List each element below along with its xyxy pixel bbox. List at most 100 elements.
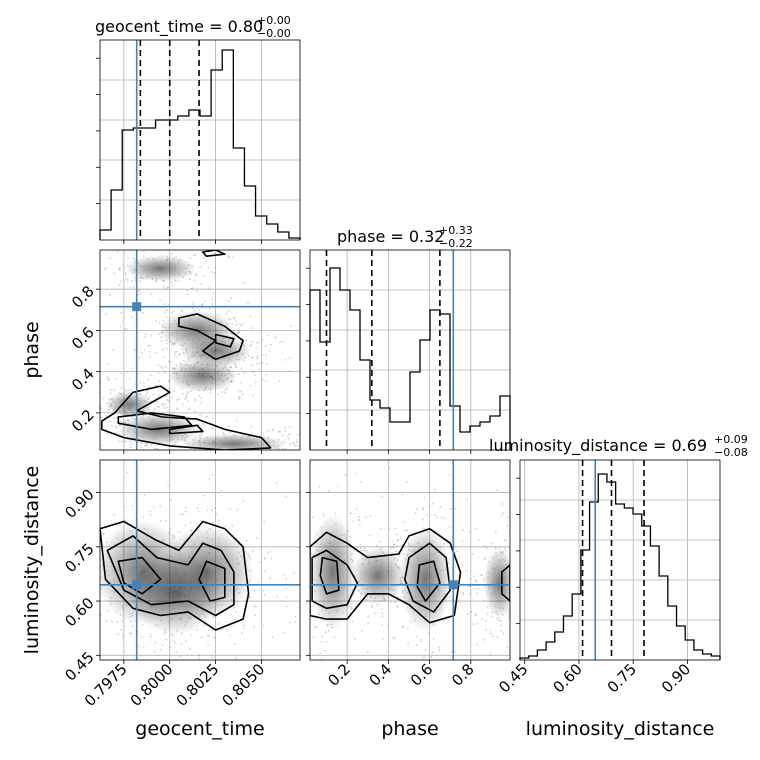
sample-point — [188, 338, 191, 341]
sample-point — [152, 274, 155, 277]
sample-point — [413, 550, 416, 553]
sample-point — [160, 592, 162, 595]
sample-point — [179, 667, 181, 669]
sample-point — [250, 425, 253, 428]
sample-point — [432, 553, 435, 555]
sample-point — [185, 620, 188, 623]
sample-point — [207, 455, 209, 457]
sample-point — [159, 434, 162, 437]
sample-point — [151, 264, 154, 267]
sample-point — [128, 392, 131, 395]
sample-point — [199, 445, 202, 448]
sample-point — [230, 381, 233, 383]
sample-point — [369, 577, 371, 579]
sample-point — [339, 563, 341, 566]
sample-point — [143, 400, 146, 402]
xtick-label-luminosity_distance: 0.75 — [604, 660, 640, 696]
sample-point — [169, 326, 172, 329]
sample-point — [140, 276, 143, 278]
sample-point — [327, 542, 330, 544]
sample-point — [176, 614, 178, 617]
sample-point — [174, 593, 176, 596]
contour-0-1-5 — [202, 250, 226, 257]
sample-point — [426, 575, 428, 578]
sample-point — [462, 593, 465, 596]
sample-point — [475, 580, 478, 583]
sample-point — [125, 274, 127, 277]
sample-point — [203, 374, 206, 376]
sample-point — [100, 587, 103, 590]
sample-point — [164, 246, 166, 248]
sample-point — [353, 549, 355, 552]
sample-point — [145, 394, 148, 397]
sample-point — [294, 621, 297, 623]
sample-point — [149, 266, 152, 269]
sample-point — [322, 602, 325, 605]
sample-point — [358, 519, 361, 522]
sample-point — [407, 642, 409, 645]
hist-panel-luminosity_distance — [516, 459, 721, 661]
sample-point — [237, 330, 240, 333]
sample-point — [144, 333, 147, 336]
sample-point — [141, 636, 143, 638]
sample-point — [106, 378, 109, 381]
sample-point — [378, 574, 381, 577]
sample-point — [330, 446, 332, 448]
sample-point — [228, 338, 231, 341]
sample-point — [166, 258, 169, 260]
sample-point — [96, 394, 98, 396]
sample-point — [360, 480, 363, 483]
sample-point — [78, 537, 80, 539]
density-blob — [128, 553, 223, 635]
sample-point — [341, 587, 344, 590]
sample-point — [196, 507, 199, 510]
sample-point — [369, 514, 371, 517]
sample-point — [283, 631, 286, 634]
sample-point — [462, 529, 464, 532]
sample-point — [211, 521, 214, 524]
sample-point — [239, 440, 242, 442]
sample-point — [415, 557, 417, 559]
sample-point — [193, 320, 196, 322]
sample-point — [239, 445, 242, 447]
sample-point — [237, 389, 240, 392]
sample-point — [432, 623, 435, 625]
sample-point — [199, 567, 202, 570]
sample-point — [150, 292, 153, 295]
sample-point — [428, 569, 431, 571]
sample-point — [128, 422, 130, 425]
sample-point — [187, 359, 190, 361]
sample-point — [143, 410, 146, 413]
sample-point — [439, 506, 442, 509]
sample-point — [510, 592, 512, 594]
sample-point — [469, 585, 471, 588]
sample-point — [124, 279, 127, 281]
sample-point — [107, 409, 110, 411]
sample-point — [263, 594, 266, 596]
sample-point — [382, 552, 385, 554]
sample-point — [515, 610, 517, 612]
sample-point — [265, 354, 267, 357]
sample-point — [160, 332, 163, 334]
sample-point — [172, 372, 175, 375]
sample-point — [263, 520, 265, 523]
sample-point — [188, 454, 190, 456]
sample-point — [277, 448, 280, 450]
xtick-label-phase: 0.8 — [448, 660, 478, 690]
sample-point — [361, 549, 364, 552]
sample-point — [224, 437, 227, 440]
sample-point — [206, 531, 209, 534]
sample-point — [210, 388, 213, 391]
sample-point — [505, 549, 507, 552]
sample-point — [115, 610, 118, 613]
sample-point — [350, 606, 353, 608]
sample-point — [218, 377, 221, 379]
sample-point — [454, 507, 457, 510]
sample-point — [194, 368, 197, 370]
contour-1-2-4 — [416, 560, 441, 602]
sample-point — [113, 578, 115, 581]
sample-point — [105, 313, 108, 316]
sample-point — [153, 262, 156, 264]
sample-point — [148, 429, 151, 432]
sample-point — [130, 620, 133, 623]
